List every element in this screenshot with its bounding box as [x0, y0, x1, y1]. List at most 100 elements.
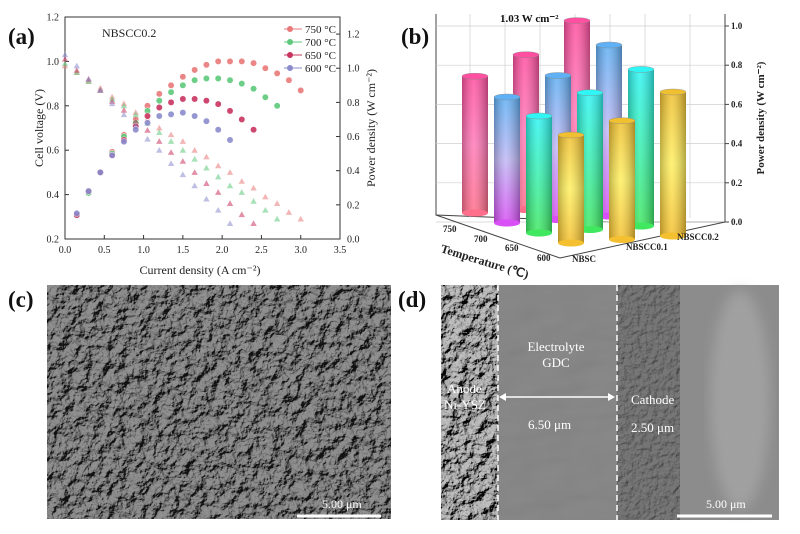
voltage-point: [226, 200, 234, 206]
voltage-point: [108, 100, 116, 107]
voltage-point: [167, 149, 175, 155]
power-point: [73, 209, 81, 217]
bar-top: [512, 51, 540, 58]
bar-top: [576, 89, 604, 96]
temperature-tick-label: 700: [474, 234, 488, 244]
x-tick-label: 2.5: [255, 245, 268, 256]
panel-label-a: (a): [8, 24, 35, 49]
z-tick-label: 0.8: [731, 60, 743, 70]
cathode-thickness-label: 2.50 μm: [631, 420, 674, 435]
y-tick-label: 1.0: [47, 57, 60, 68]
y2-tick-label: 0.6: [347, 132, 360, 143]
power-point: [96, 168, 104, 176]
power-point: [144, 119, 151, 127]
legend-marker: [287, 65, 293, 71]
y-tick-label: 0.2: [47, 235, 60, 246]
power-point: [167, 81, 175, 89]
power-point: [226, 57, 234, 65]
bar-shading: [526, 116, 552, 233]
voltage-point: [156, 129, 163, 135]
voltage-point: [61, 55, 69, 62]
power-point: [226, 136, 234, 144]
z-tick-label: 0.6: [731, 99, 743, 109]
bar-top: [461, 72, 489, 80]
power-point: [155, 104, 163, 111]
voltage-point: [132, 111, 139, 118]
bar-shading: [660, 92, 686, 236]
power-point: [179, 95, 187, 103]
panel-label-d: (d): [398, 287, 427, 312]
voltage-point: [250, 198, 257, 204]
power-point: [191, 66, 199, 74]
power-point: [191, 112, 199, 120]
voltage-point: [97, 87, 104, 93]
group-tick-label: NBSCC0.1: [626, 242, 668, 252]
anode-label: Anode: [447, 381, 482, 396]
bar-top: [525, 112, 553, 120]
y2-tick-label: 1.2: [347, 30, 360, 41]
anode-layer: [441, 285, 498, 520]
x-tick-label: 2.0: [216, 245, 229, 256]
bar-top: [493, 93, 521, 101]
y2-axis-label: Power density (W cm⁻²): [364, 69, 378, 187]
voltage-point: [297, 215, 304, 222]
temperature-tick-label: 600: [537, 253, 551, 263]
power-point: [273, 102, 281, 110]
power-point: [108, 151, 116, 159]
bar-top: [608, 117, 636, 124]
power-point: [285, 76, 293, 84]
voltage-point: [250, 220, 257, 226]
voltage-point: [226, 220, 234, 226]
temperature-tick-label: 650: [505, 243, 519, 253]
bar-bottom: [609, 236, 635, 243]
voltage-point: [191, 155, 198, 162]
bar-bottom: [660, 232, 686, 240]
power-point: [226, 76, 234, 84]
voltage-point: [120, 111, 128, 118]
voltage-point: [203, 153, 210, 160]
power-point: [85, 187, 93, 195]
bar-top: [544, 72, 572, 79]
z-axis-label: Power density (W cm⁻²): [755, 61, 767, 174]
y-tick-label: 0.8: [47, 101, 60, 112]
voltage-point: [226, 182, 234, 189]
voltage-point: [179, 158, 187, 164]
power-point: [202, 117, 210, 125]
voltage-point: [238, 211, 245, 218]
max-power-annotation: 1.03 W cm⁻²: [500, 13, 559, 25]
power-point: [132, 126, 140, 134]
y-tick-label: 0.4: [47, 190, 60, 201]
voltage-point: [156, 124, 163, 131]
y-tick-label: 1.2: [47, 13, 60, 24]
voltage-point: [85, 75, 92, 82]
voltage-point: [73, 62, 80, 69]
legend-label: 650 °C: [305, 50, 336, 62]
voltage-point: [179, 138, 187, 144]
bar-shading: [558, 135, 584, 243]
power-point: [238, 116, 246, 123]
power-point: [238, 57, 246, 65]
sem-cross-section-background: [441, 285, 779, 520]
voltage-point: [132, 118, 139, 124]
voltage-point: [215, 162, 222, 169]
bar-shading: [462, 76, 488, 213]
x-axis-label: Current density (A cm⁻²): [140, 263, 261, 277]
voltage-point: [120, 107, 128, 113]
voltage-point: [120, 102, 128, 109]
bar-top: [659, 88, 687, 96]
x-tick-label: 1.0: [137, 245, 150, 256]
voltage-point: [179, 171, 187, 178]
z-tick-label: 0.4: [731, 139, 743, 149]
legend-label: 600 °C: [305, 63, 336, 75]
sem-surface-texture: [47, 285, 391, 519]
electrolyte-label: Electrolyte: [527, 339, 584, 354]
iv-power-chart: 0.0 0.5 1.0 1.5 2.0 2.5 3.0 3.5 0.2 0.4 0.6 0.8 1.0 1…: [32, 13, 378, 278]
voltage-point: [156, 147, 163, 153]
voltage-point: [262, 206, 269, 213]
power-point: [202, 97, 210, 105]
x-tick-label: 1.5: [177, 245, 190, 256]
y2-tick-label: 0.0: [347, 235, 360, 246]
power-point: [297, 86, 305, 94]
power-point: [155, 112, 163, 120]
plot-frame: [64, 16, 341, 240]
